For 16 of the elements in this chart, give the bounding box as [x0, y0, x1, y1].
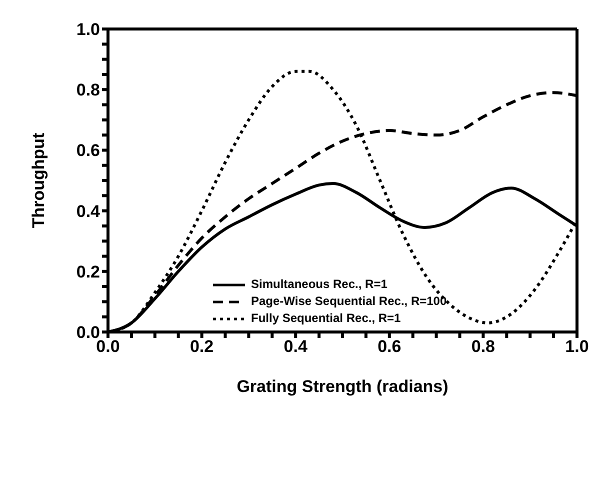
x-tick-label: 0.6: [378, 337, 402, 356]
x-tick-label: 0.4: [284, 337, 308, 356]
x-tick-label: 0.2: [190, 337, 214, 356]
y-tick-label: 1.0: [76, 20, 100, 40]
y-tick-label: 0.4: [76, 202, 101, 221]
x-tick-label: 1.0: [565, 337, 589, 356]
legend-label: Page-Wise Sequential Rec., R=100: [251, 293, 447, 310]
x-axis-title: Grating Strength (radians): [236, 377, 448, 396]
legend-label: Fully Sequential Rec., R=1: [251, 310, 401, 327]
x-tick-label: 0.8: [471, 337, 496, 356]
y-tick-label: 0.6: [76, 141, 100, 160]
y-tick-label: 0.2: [76, 262, 100, 282]
text: 0.0: [96, 337, 120, 356]
y-tick-label: 0.8: [76, 80, 100, 100]
legend-label: Simultaneous Rec., R=1: [251, 276, 388, 293]
y-axis-title: Throughput: [29, 132, 48, 228]
